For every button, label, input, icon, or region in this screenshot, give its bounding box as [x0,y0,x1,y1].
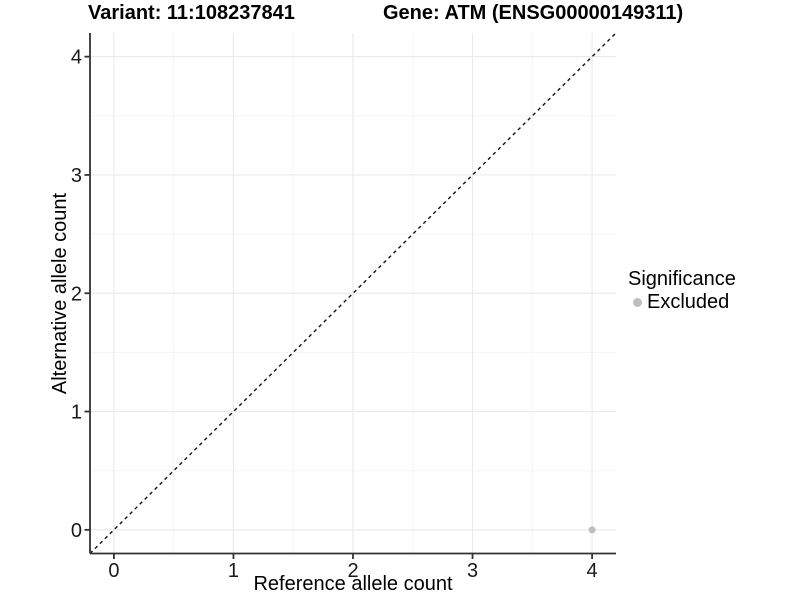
data-point [588,526,596,534]
plot-title-gene: Gene: ATM (ENSG00000149311) [383,2,684,24]
x-tick-label: 1 [228,560,239,582]
y-tick-label: 3 [71,165,82,187]
y-axis-title: Alternative allele count [49,192,71,395]
legend-item-excluded: Excluded [628,291,736,313]
legend-item-label: Excluded [647,291,730,313]
y-tick-label: 2 [71,283,82,305]
x-tick-label: 2 [347,560,358,582]
y-tick-label: 4 [71,47,82,69]
x-axis-title: Reference allele count [253,573,453,595]
y-tick-label: 0 [71,520,82,542]
legend-title: Significance [628,268,736,290]
x-tick-label: 4 [587,560,598,582]
x-tick-label: 0 [108,560,119,582]
y-tick-label: 1 [71,402,82,424]
identity-dashed-line [89,32,617,554]
plot-title-variant: Variant: 11:108237841 [88,2,295,24]
legend: Significance Excluded [628,268,736,313]
legend-key-dot-icon [633,297,642,307]
x-tick-label: 3 [467,560,478,582]
